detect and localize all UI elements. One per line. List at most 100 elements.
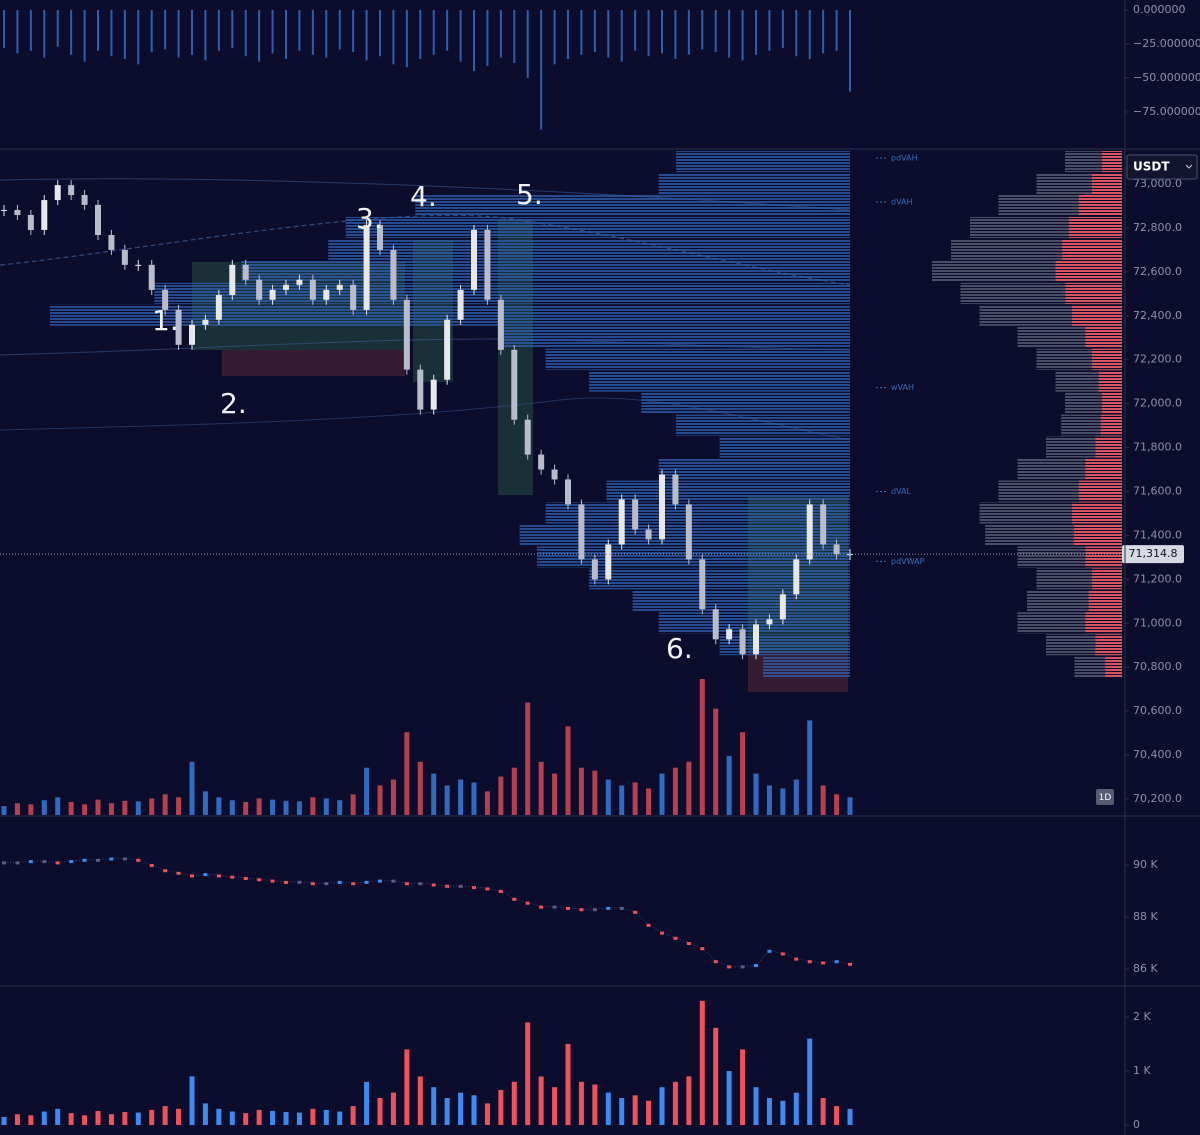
line-point [69,860,74,864]
bar [525,1022,531,1126]
line-point [472,886,476,890]
volume-bar [498,776,504,815]
volume-bar [216,797,222,815]
line-point [163,869,168,873]
bar [323,1109,329,1126]
volume-bar [202,791,208,815]
volume-profile-delta [1078,195,1122,216]
session-profile-bar [545,348,850,370]
y-tick-label: 72,800.0 [1133,221,1182,234]
candle-body [685,504,692,560]
bar [713,1027,719,1126]
currency-label[interactable]: USDT [1133,160,1170,174]
volume-profile-delta [1068,216,1122,238]
volume-profile-delta [1085,458,1122,480]
candle-body [712,609,719,640]
line-point [727,965,732,969]
candle-body [605,544,612,580]
bar [432,9,435,55]
volume-profile-delta [1072,304,1122,326]
line-point [821,961,826,965]
currency-selector[interactable]: USDT [1126,154,1198,180]
bar [405,9,408,68]
bar [686,1076,692,1126]
line-point [525,901,530,905]
volume-bar [189,761,195,815]
bar [338,9,341,50]
bar [150,9,153,53]
chevron [1185,164,1193,169]
stop-zone [222,350,405,376]
volume-bar [605,779,611,815]
y-tick-label: 71,200.0 [1133,572,1182,585]
session-profile-bar [345,216,850,238]
last-price-box [1122,545,1184,564]
y-tick-label: 71,800.0 [1133,441,1182,454]
candle-body [444,319,451,380]
line-point [592,908,597,912]
volume-bar [726,755,732,815]
level-label: pdVWAP [891,557,925,566]
volume-profile-delta [1085,326,1122,348]
volume-bar [780,788,786,815]
bar [70,9,73,55]
line-point [512,897,517,901]
candle-body [430,379,437,410]
candle-body [753,624,759,655]
bar [270,1110,276,1126]
line-point [754,964,758,968]
bar [191,9,193,55]
volume-bar [686,761,692,815]
line-point [109,857,114,861]
interval-label[interactable]: 1D [1099,793,1112,803]
bar [231,9,234,49]
candle-body [135,264,142,266]
bar [229,1111,235,1126]
bar [578,1081,584,1126]
line-point [780,952,785,956]
bar [55,1108,61,1126]
candle-body [497,299,504,350]
volume-profile-delta [1092,348,1122,370]
volume-bar [820,785,826,815]
bar [1,1116,7,1126]
candle-body [833,544,840,555]
session-profile-bar [589,568,850,590]
bar [634,9,637,51]
bar [404,1049,410,1126]
bar [311,9,314,55]
line-point [96,858,100,862]
volume-bar [646,788,652,815]
bar [780,1100,786,1126]
volume-bar [296,801,302,815]
line-point [216,874,221,878]
candle-body [121,249,128,265]
currency-box[interactable] [1126,154,1198,180]
volume-profile-delta [1095,634,1122,656]
bar [285,9,287,59]
bar [484,1103,490,1126]
bar [471,1095,477,1126]
y-tick-label: 71,000.0 [1133,616,1182,629]
volume-bar [807,720,813,815]
bar [766,1098,772,1126]
bar [834,1106,840,1126]
bar [538,1076,544,1126]
volume-bar [834,794,840,815]
line-point [284,880,288,884]
volume-bar [176,797,182,815]
line-point [257,878,262,882]
interval-badge[interactable]: 1D [1096,789,1114,805]
volume-bar [149,798,155,815]
interval-box[interactable] [1096,789,1114,805]
bar [365,9,368,61]
bar [807,1038,813,1126]
bar [377,1098,383,1126]
session-profile-bar [589,370,850,392]
last-price-label: 71,314.8 [1129,547,1178,560]
session-profile-bar [519,524,850,546]
candle-body [726,629,733,640]
candle-body [645,529,652,540]
bar [97,9,99,51]
line-point [337,880,342,884]
